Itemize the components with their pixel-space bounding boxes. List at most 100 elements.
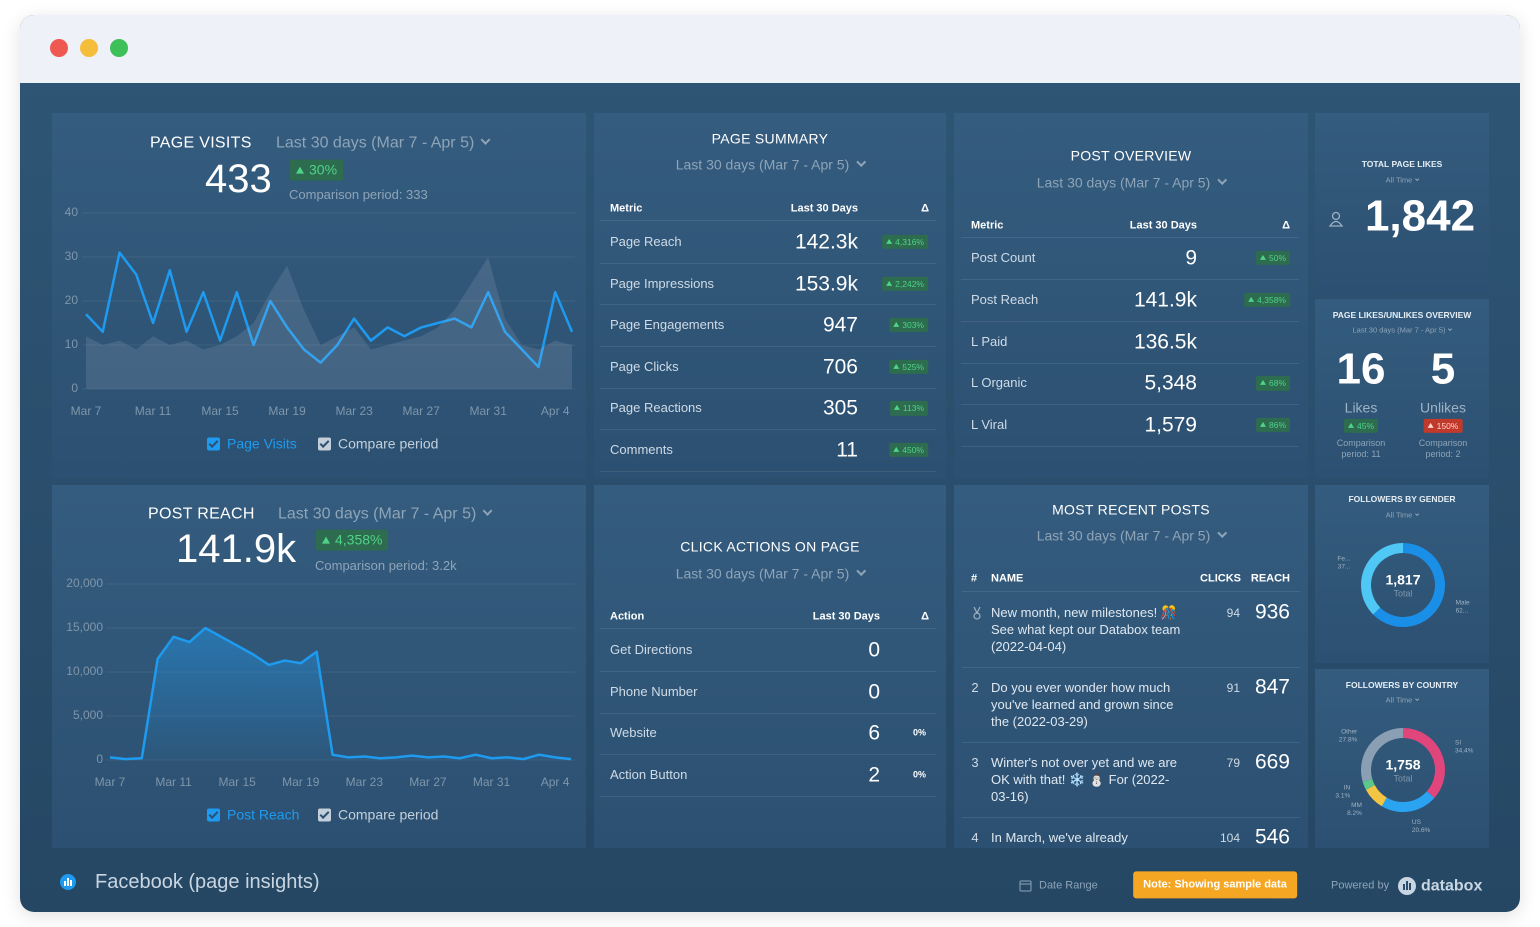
y-tick-label: 10,000	[66, 664, 103, 678]
page-summary-panel	[594, 113, 946, 478]
row-separator	[600, 387, 936, 389]
comparison-text: Comparison period: 11	[1336, 438, 1386, 459]
brand-name: databox	[1421, 877, 1483, 895]
date-range-dropdown: Last 30 days (Mar 7 - Apr 5)	[1353, 326, 1452, 335]
kpi-value: 433	[205, 157, 272, 201]
legend-checkbox[interactable]	[207, 437, 220, 451]
panel-title: POST REACH	[148, 505, 255, 523]
row-separator	[600, 304, 936, 306]
metric-value: 0	[868, 638, 880, 662]
row-separator	[600, 470, 936, 472]
x-tick-label: Mar 15	[218, 775, 256, 789]
x-tick-label: Mar 27	[402, 404, 440, 418]
panel-title: TOTAL PAGE LIKES	[1361, 158, 1443, 169]
row-separator	[962, 667, 1300, 668]
legend-checkbox[interactable]	[318, 808, 331, 822]
row-separator	[961, 446, 1299, 448]
row-separator	[600, 220, 936, 221]
row-separator	[600, 262, 936, 264]
donut-slice	[1361, 728, 1403, 782]
slice-value-label: 27.8%	[1339, 737, 1358, 744]
kpi-value: 5	[1430, 344, 1456, 394]
date-range-dropdown[interactable]: Last 30 days (Mar 7 - Apr 5)	[1037, 175, 1226, 192]
row-separator	[600, 754, 936, 756]
date-range-button[interactable]: Date Range	[1039, 879, 1098, 892]
metric-name: Page Clicks	[610, 359, 679, 374]
post-name[interactable]: Do you ever wonder how much you've learn…	[991, 680, 1174, 729]
metric-value: 2	[868, 763, 880, 787]
post-rank: 4	[971, 830, 979, 846]
y-tick-label: 20,000	[66, 576, 103, 590]
row-separator	[600, 712, 936, 714]
post-name[interactable]: New month, new milestones! 🎊 See what ke…	[991, 605, 1181, 654]
metric-name: Page Engagements	[610, 317, 725, 333]
legend-label[interactable]: Compare period	[338, 435, 439, 452]
y-tick-label: 15,000	[66, 620, 103, 634]
metric-value: 6	[868, 721, 880, 745]
metric-value: 142.3k	[794, 230, 858, 254]
comparison-text: Comparison period: 2	[1418, 438, 1468, 459]
change-badge: 113%	[889, 401, 928, 416]
y-tick-label: 20	[65, 293, 79, 307]
donut-slice	[1361, 543, 1403, 615]
date-range-dropdown[interactable]: Last 30 days (Mar 7 - Apr 5)	[276, 133, 489, 152]
date-range-dropdown: All Time	[1386, 696, 1419, 705]
date-range-dropdown[interactable]: Last 30 days (Mar 7 - Apr 5)	[676, 157, 865, 174]
donut-total: 1,758	[1385, 757, 1420, 773]
person-icon	[1328, 211, 1344, 227]
legend-checkbox[interactable]	[207, 808, 220, 822]
legend-checkbox[interactable]	[318, 437, 331, 451]
maximize-button[interactable]	[110, 39, 128, 57]
slice-label: IN	[1344, 784, 1351, 791]
row-separator	[600, 346, 936, 347]
slice-value-label: 62...	[1456, 608, 1469, 615]
slice-value-label: 20.6%	[1412, 827, 1431, 834]
date-range-dropdown[interactable]: Last 30 days (Mar 7 - Apr 5)	[278, 504, 491, 523]
donut-total-label: Total	[1393, 588, 1412, 598]
metric-name: Page Reach	[610, 234, 682, 250]
slice-value-label: 37...	[1338, 564, 1351, 571]
slice-label: Fe...	[1337, 556, 1350, 563]
x-tick-label: Mar 23	[335, 404, 373, 418]
x-tick-label: Mar 7	[95, 775, 126, 789]
date-range-dropdown: All Time	[1386, 511, 1419, 520]
legend-label[interactable]: Post Reach	[227, 806, 300, 823]
line	[85, 251, 574, 369]
post-name[interactable]: In March, we've already	[991, 830, 1128, 845]
x-tick-label: Mar 31	[470, 404, 508, 418]
y-tick-label: 0	[96, 752, 103, 766]
kpi-label: Likes	[1344, 399, 1378, 416]
column-header: Δ	[921, 202, 929, 215]
close-button[interactable]	[50, 39, 68, 57]
post-clicks: 79	[1226, 755, 1240, 770]
post-reach: 936	[1254, 600, 1290, 624]
post-rank: 2	[971, 680, 979, 696]
slice-value-label: 34.4%	[1455, 747, 1474, 754]
legend-label[interactable]: Compare period	[338, 806, 439, 823]
change-badge: 4,358%	[1244, 292, 1290, 307]
date-range-dropdown[interactable]: Last 30 days (Mar 7 - Apr 5)	[676, 566, 865, 583]
slice-value-label: 8.2%	[1347, 810, 1362, 817]
change-badge: 4,358%	[316, 529, 389, 551]
row-separator	[600, 795, 936, 797]
donut-slice	[1362, 779, 1375, 790]
row-separator	[600, 628, 936, 629]
slice-label: Male	[1456, 600, 1470, 607]
date-range-dropdown[interactable]: Last 30 days (Mar 7 - Apr 5)	[1037, 528, 1226, 545]
minimize-button[interactable]	[80, 39, 98, 57]
column-header: Δ	[1282, 219, 1290, 232]
panel-title: FOLLOWERS BY GENDER	[1348, 493, 1456, 504]
change-badge: 0%	[912, 769, 926, 780]
area	[86, 257, 572, 389]
change-badge: 450%	[889, 442, 928, 458]
metric-value: 141.9k	[1133, 288, 1197, 312]
metric-name: Action Button	[610, 767, 688, 783]
x-tick-label: Mar 19	[282, 775, 320, 789]
column-header: Last 30 Days	[812, 610, 880, 623]
metric-name: Comments	[610, 442, 673, 458]
legend-label[interactable]: Page Visits	[227, 435, 297, 452]
databox-logo	[1398, 877, 1416, 895]
row-separator	[961, 278, 1299, 280]
post-name[interactable]: Winter's not over yet and we are OK with…	[991, 755, 1178, 804]
